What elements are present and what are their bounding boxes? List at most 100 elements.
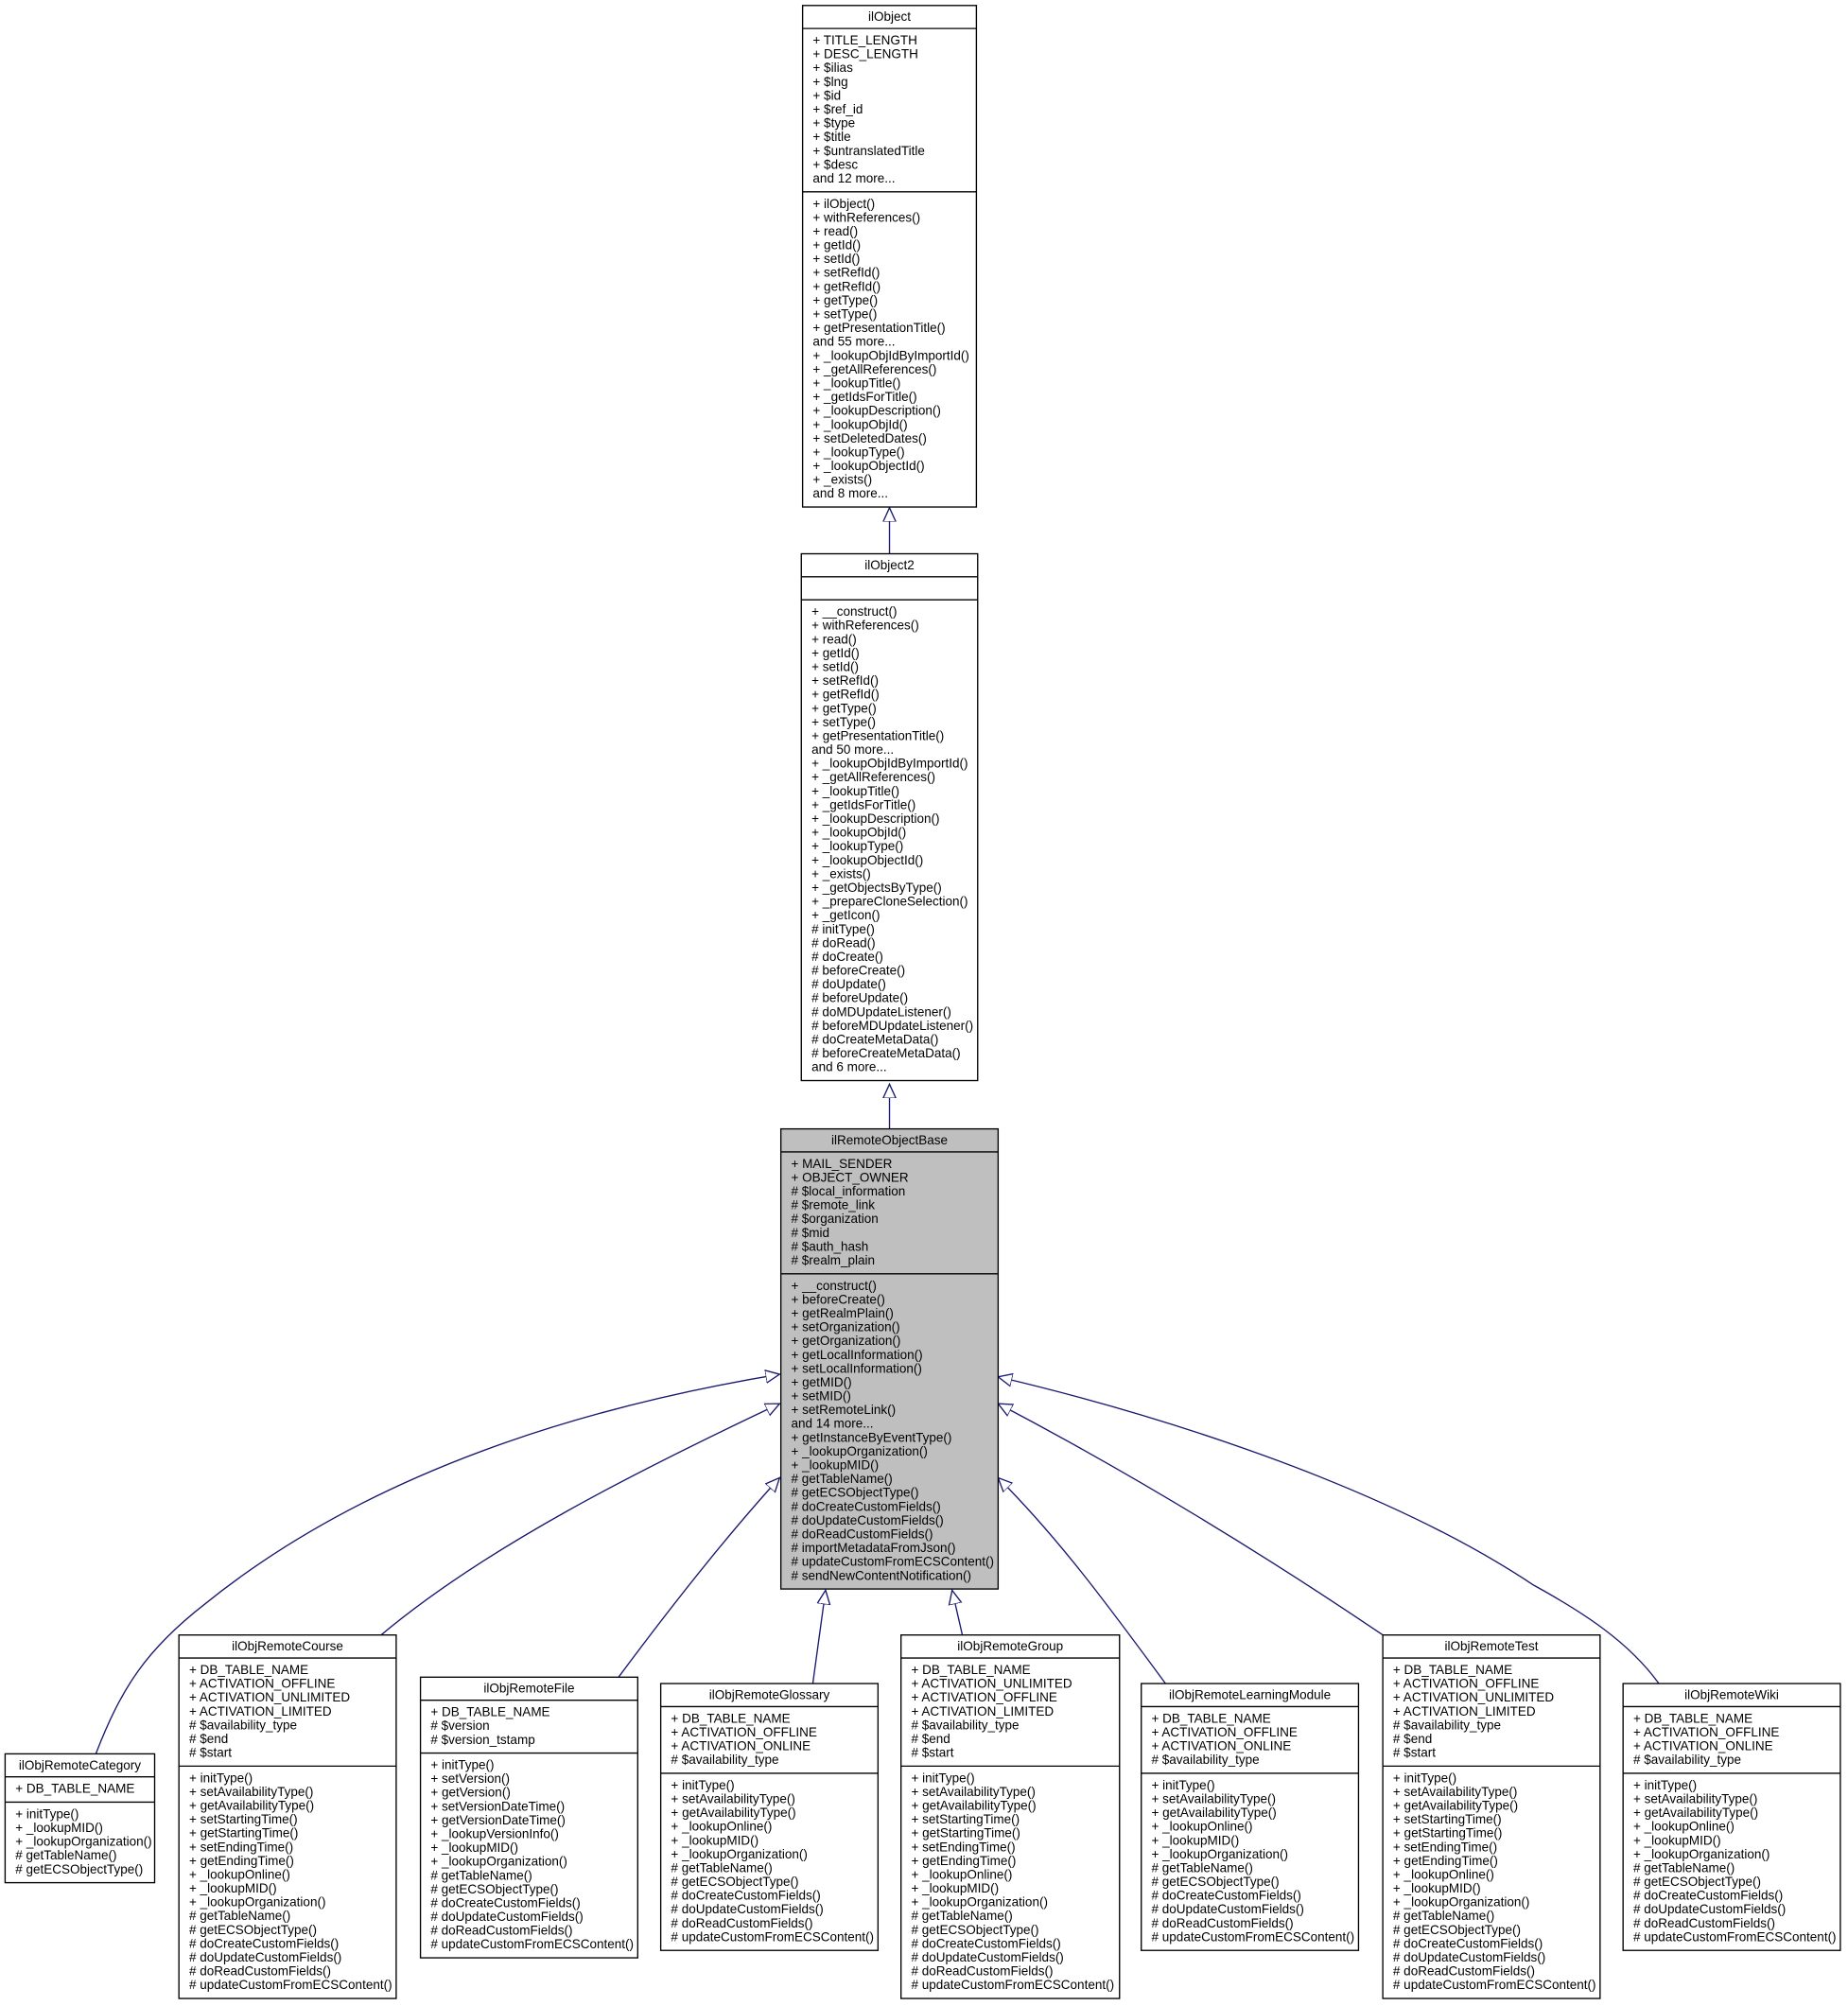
class-node: ilObjRemoteWiki+ DB_TABLE_NAME+ ACTIVATI… xyxy=(1622,1683,1841,1951)
method: # updateCustomFromECSContent() xyxy=(1633,1929,1837,1944)
method: # doUpdateCustomFields() xyxy=(1152,1902,1304,1916)
method: + beforeCreate() xyxy=(791,1292,884,1306)
class-box xyxy=(801,5,978,508)
method: + setVersion() xyxy=(430,1771,510,1786)
method: # getTableName() xyxy=(430,1868,532,1882)
method: + getInstanceByEventType() xyxy=(791,1430,951,1444)
method: and 14 more... xyxy=(791,1417,873,1431)
method: # initType() xyxy=(811,922,875,936)
method: # doReadCustomFields() xyxy=(791,1526,933,1541)
attribute: + $lng xyxy=(812,75,847,89)
method: + setType() xyxy=(811,715,876,729)
attribute: # $start xyxy=(189,1746,232,1760)
method: and 55 more... xyxy=(812,335,895,349)
method: # updateCustomFromECSContent() xyxy=(1152,1929,1355,1944)
method: + setAvailabilityType() xyxy=(189,1785,313,1799)
method: + _lookupMID() xyxy=(1152,1833,1240,1847)
class-name: ilObjRemoteCategory xyxy=(19,1758,141,1772)
class-box xyxy=(900,1634,1121,1999)
attribute: + $untranslatedTitle xyxy=(812,144,924,158)
class-node: ilRemoteObjectBase + MAIL_SENDER+ OBJECT_… xyxy=(779,1127,1000,1590)
method: + setAvailabilityType() xyxy=(1633,1791,1757,1805)
attribute: + ACTIVATION_UNLIMITED xyxy=(911,1677,1072,1691)
class-name: ilObjRemoteGlossary xyxy=(709,1687,830,1701)
method: # doUpdate() xyxy=(811,977,886,991)
attribute: # $end xyxy=(189,1732,228,1746)
attribute: + ACTIVATION_ONLINE xyxy=(1152,1739,1292,1753)
method: # doReadCustomFields() xyxy=(1633,1916,1775,1930)
class-name: ilObject xyxy=(868,9,911,24)
method: # getECSObjectType() xyxy=(430,1882,558,1896)
method: + _lookupOrganization() xyxy=(671,1847,807,1861)
method: + _lookupMID() xyxy=(15,1821,103,1835)
method: + _getIcon() xyxy=(811,908,880,922)
method: # getTableName() xyxy=(189,1909,290,1923)
edge xyxy=(998,1377,1660,1684)
method: # doUpdateCustomFields() xyxy=(430,1910,583,1924)
method: + _lookupTitle() xyxy=(812,375,900,390)
method: # getECSObjectType() xyxy=(1152,1875,1280,1889)
attribute: + OBJECT_OWNER xyxy=(791,1170,908,1184)
method: + initType() xyxy=(1633,1778,1697,1792)
method: + setStartingTime() xyxy=(1393,1812,1502,1826)
attribute: # $availability_type xyxy=(189,1718,297,1732)
method: + _lookupObjIdByImportId() xyxy=(811,757,968,771)
class-node: ilObjRemoteCourse+ DB_TABLE_NAME+ ACTIVA… xyxy=(178,1634,397,1999)
attribute: + DB_TABLE_NAME xyxy=(189,1663,308,1677)
edge xyxy=(811,1590,826,1684)
attribute: + ACTIVATION_OFFLINE xyxy=(1633,1725,1779,1739)
method: # getECSObjectType() xyxy=(671,1875,798,1889)
class-name: ilObjRemoteTest xyxy=(1444,1639,1538,1653)
method: # updateCustomFromECSContent() xyxy=(671,1929,874,1944)
attribute: + TITLE_LENGTH xyxy=(812,33,916,47)
method: + setId() xyxy=(812,252,860,266)
method: # doUpdateCustomFields() xyxy=(1633,1902,1786,1916)
edge xyxy=(998,1478,1166,1684)
method: # updateCustomFromECSContent() xyxy=(1393,1978,1596,1992)
method: # beforeUpdate() xyxy=(811,991,908,1005)
attribute: # $auth_hash xyxy=(791,1239,868,1253)
class-box xyxy=(178,1634,397,1999)
method: + getPresentationTitle() xyxy=(811,728,944,742)
method: + _lookupObjIdByImportId() xyxy=(812,348,968,362)
method: + _lookupMID() xyxy=(1633,1833,1721,1847)
attribute: # $mid xyxy=(791,1226,829,1240)
method: + initType() xyxy=(911,1771,974,1785)
class-node: ilObject + TITLE_LENGTH+ DESC_LENGTH+ $il… xyxy=(801,5,978,508)
method: + setDeletedDates() xyxy=(812,431,926,445)
method: + getRefId() xyxy=(811,688,880,702)
attribute: + ACTIVATION_OFFLINE xyxy=(671,1725,816,1739)
edge xyxy=(952,1590,964,1635)
method: # doReadCustomFields() xyxy=(1152,1916,1294,1930)
method: + setId() xyxy=(811,659,859,673)
method: + _lookupOrganization() xyxy=(1633,1847,1770,1861)
method: # doReadCustomFields() xyxy=(430,1924,572,1938)
method: + _getObjectsByType() xyxy=(811,881,942,895)
method: + getStartingTime() xyxy=(1393,1826,1502,1840)
method: # doCreateCustomFields() xyxy=(911,1936,1060,1950)
method: + getAvailabilityType() xyxy=(1393,1798,1518,1812)
class-node: ilObjRemoteFile+ DB_TABLE_NAME# $version… xyxy=(419,1676,638,1959)
method: + _lookupMID() xyxy=(1393,1881,1481,1895)
attribute: + DB_TABLE_NAME xyxy=(1152,1711,1271,1725)
attribute: + ACTIVATION_LIMITED xyxy=(1393,1704,1536,1718)
method: + _lookupType() xyxy=(812,445,904,459)
method: # getTableName() xyxy=(671,1860,772,1875)
method: + __construct() xyxy=(791,1279,876,1293)
method: + _getIdsForTitle() xyxy=(811,797,915,811)
method: + setVersionDateTime() xyxy=(430,1799,565,1813)
class-node: ilObjRemoteCategory + DB_TABLE_NAME + init… xyxy=(4,1753,156,1884)
method: + _lookupObjId() xyxy=(812,417,907,431)
method: + setType() xyxy=(812,307,877,322)
method: + setLocalInformation() xyxy=(791,1361,921,1375)
method: + getId() xyxy=(812,238,861,253)
method: # doUpdateCustomFields() xyxy=(671,1902,823,1916)
attribute: + $ref_id xyxy=(812,102,863,116)
method: + getVersionDateTime() xyxy=(430,1813,565,1827)
attribute: # $availability_type xyxy=(1393,1718,1501,1732)
attribute: + ACTIVATION_OFFLINE xyxy=(189,1677,335,1691)
method: # doCreateCustomFields() xyxy=(791,1499,940,1513)
attribute: # $organization xyxy=(791,1212,878,1226)
method: + _exists() xyxy=(812,473,872,487)
